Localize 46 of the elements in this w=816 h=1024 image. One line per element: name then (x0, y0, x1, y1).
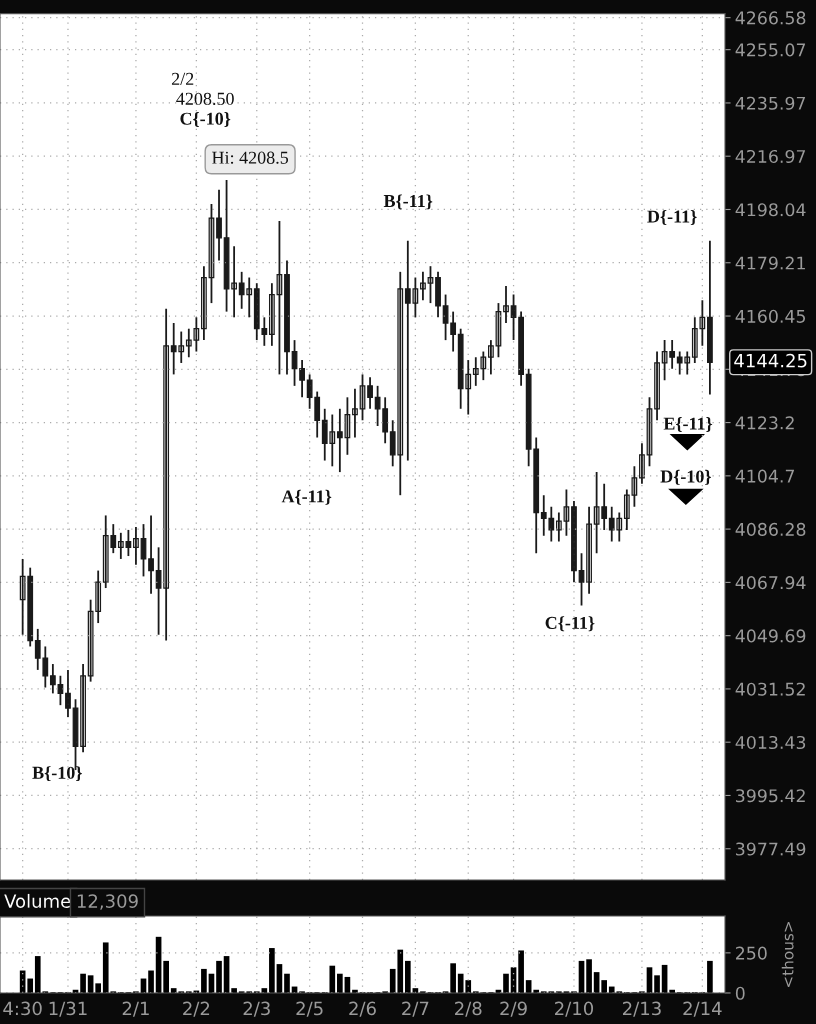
annotation: 4208.50 (176, 92, 234, 105)
category-label: 2/2 (183, 1001, 210, 1017)
text: 4144.25 (734, 353, 807, 368)
annotation: D{-11} (647, 209, 697, 225)
y-tick-label: 4086.28 (735, 522, 806, 536)
y-tick-label: 4235.97 (735, 96, 806, 110)
category-label: 2/8 (455, 1001, 482, 1017)
category-label: 2/3 (243, 1001, 270, 1017)
y-tick-label: 4067.94 (735, 576, 806, 590)
y-tick-label: 3977.49 (736, 842, 806, 856)
y-tick-label: 4179.21 (735, 256, 805, 270)
category-label: 2/13 (622, 1001, 661, 1017)
text: Volume (4, 893, 71, 908)
y-tick-label: 3995.42 (736, 789, 805, 803)
annotation: C{-11} (545, 616, 595, 632)
y-tick-label: 4013.43 (735, 735, 806, 750)
y-tick-label: 4031.52 (735, 682, 805, 696)
annotation: B{-11} (383, 194, 433, 210)
category-label: 2/14 (683, 1001, 722, 1017)
y-axis-title: <thous> (781, 921, 794, 987)
y-tick-label: 4198.04 (735, 203, 806, 217)
annotation: A{-11} (281, 489, 332, 505)
y-tick-label: 250 (736, 946, 767, 960)
y-tick-label: 4104.7 (735, 469, 794, 483)
y-tick-label: 4049.69 (735, 629, 806, 643)
y-tick-label: 4255.07 (735, 43, 806, 57)
annotation: E{-11} (663, 417, 713, 432)
y-tick-label: 4160.45 (735, 309, 806, 323)
annotation: C{-10} (180, 112, 231, 128)
annotation: B{-10} (32, 766, 82, 782)
text: 12,309 (77, 894, 138, 910)
category-label: 2/10 (555, 1001, 594, 1017)
y-tick-label: 4216.97 (735, 149, 806, 164)
category-label: 2/5 (296, 1001, 323, 1017)
category-label: 2/7 (402, 1001, 429, 1017)
annotation: D{-10} (660, 469, 711, 485)
annotation: Hi: 4208.5 (212, 151, 289, 164)
category-label: 2/9 (500, 1001, 527, 1017)
category-label: 4:30 (3, 1001, 42, 1016)
annotation: 2/2 (171, 72, 194, 85)
category-label: 1/31 (49, 1001, 87, 1017)
y-tick-label: 4266.58 (735, 11, 806, 25)
y-tick-label: 4123.2 (735, 416, 794, 430)
category-label: 2/1 (122, 1001, 149, 1017)
category-label: 2/6 (349, 1001, 376, 1017)
y-tick-label: 0 (735, 986, 745, 1000)
